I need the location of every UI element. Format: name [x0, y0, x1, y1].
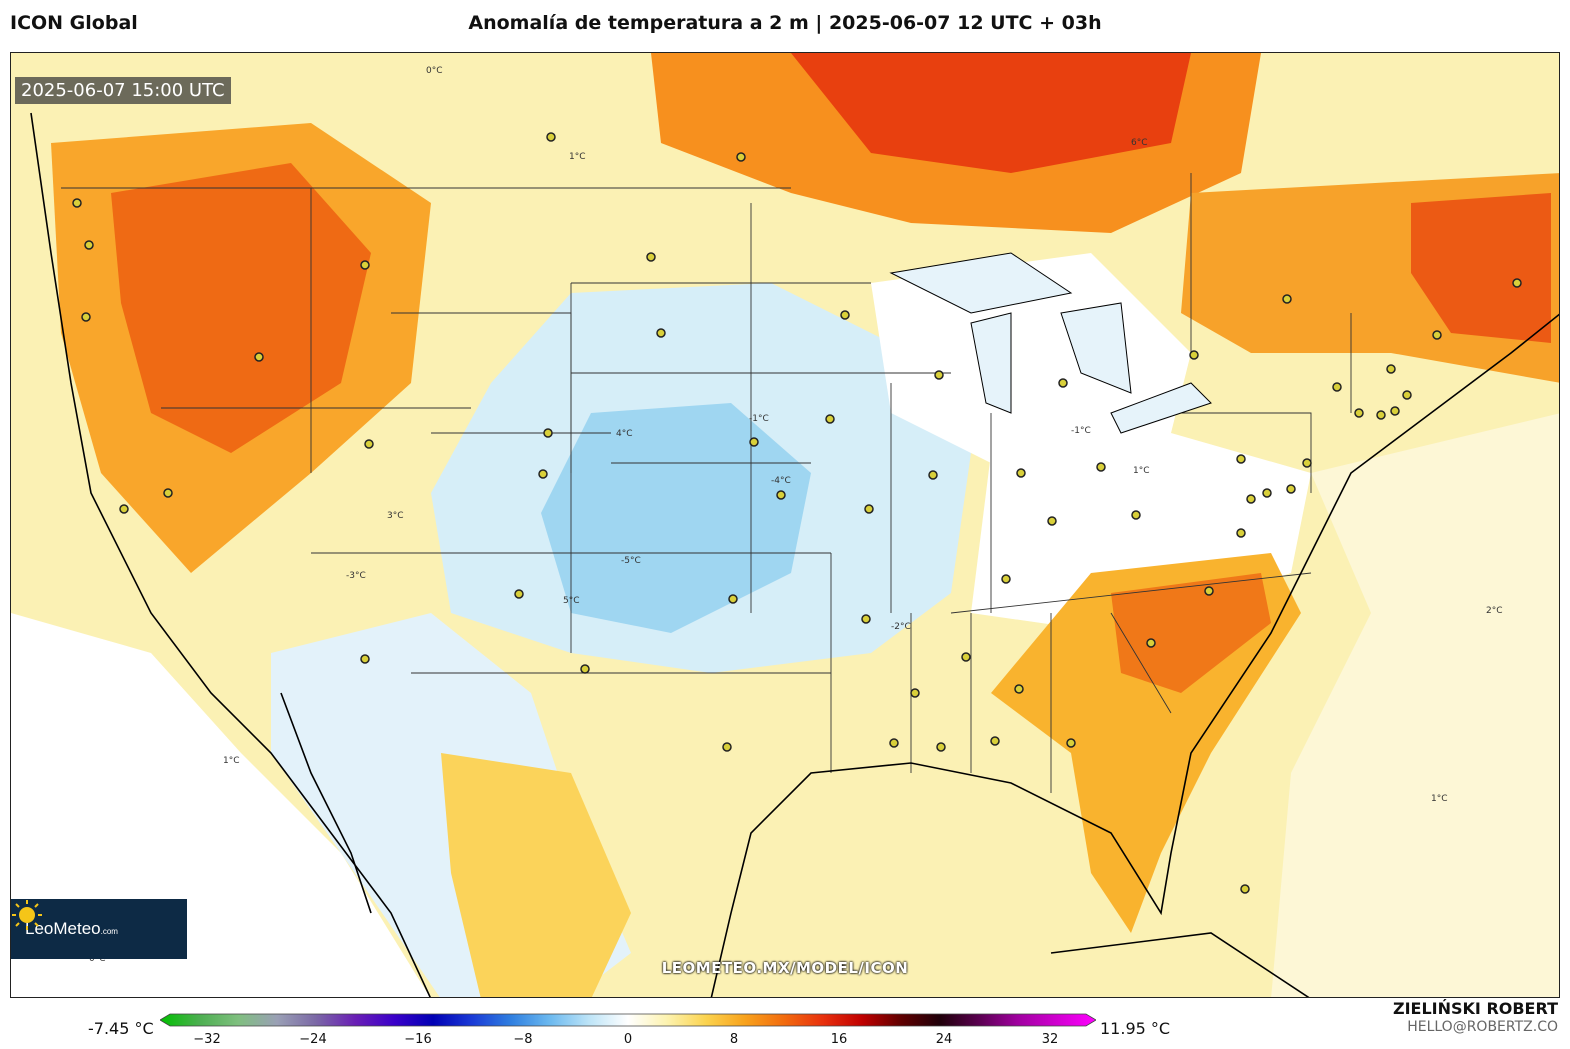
colorbar-ticks: −32 −24 −16 −8 0 8 16 24 32 [0, 1032, 1570, 1048]
contour-label: -4°C [771, 476, 791, 486]
colorbar [160, 1013, 1096, 1027]
colorbar-tick: 24 [935, 1032, 953, 1047]
contour-label: 3°C [387, 511, 404, 521]
colorbar-tick: −24 [299, 1032, 327, 1047]
contour-label: 6°C [1131, 138, 1148, 148]
gulf-mexico-region [691, 773, 1151, 997]
colorbar-tick: −16 [404, 1032, 432, 1047]
colorbar-max-label: 11.95 °C [1100, 1019, 1171, 1038]
contour-label: 2°C [1486, 606, 1503, 616]
source-watermark: LEOMETEO.MX/MODEL/ICON [661, 959, 909, 977]
colorbar-tick: 16 [830, 1032, 848, 1047]
author-name: ZIELIŃSKI ROBERT [1392, 999, 1558, 1018]
contour-label: -1°C [749, 414, 769, 424]
logo-text: LeoMeteo.com [25, 919, 118, 938]
colorbar-tick: 32 [1041, 1032, 1059, 1047]
contour-label: -1°C [1071, 426, 1091, 436]
contour-label: 5°C [563, 596, 580, 606]
sun-icon [12, 900, 42, 930]
contour-label: -2°C [891, 622, 911, 632]
model-name: ICON Global [10, 12, 138, 34]
contour-label: -3°C [346, 571, 366, 581]
colorbar-tick: −8 [513, 1032, 533, 1047]
valid-time-label: 2025-06-07 15:00 UTC [15, 77, 231, 104]
leometeo-logo: LeoMeteo.com [11, 899, 187, 959]
map-title: Anomalía de temperatura a 2 m | 2025-06-… [468, 12, 1102, 34]
carolinas-hot-core [1111, 573, 1271, 693]
author-email[interactable]: HELLO@ROBERTZ.CO [1407, 1019, 1558, 1035]
contour-label: 4°C [616, 429, 633, 439]
contour-labels: 0°C 1°C -1°C 2°C 3°C 4°C 5°C 6°C -2°C -3… [89, 66, 1503, 964]
city-markers [72, 132, 1522, 894]
contour-label: -5°C [621, 556, 641, 566]
contour-label: 0°C [426, 66, 443, 76]
canada-hot-core [791, 53, 1191, 173]
pacific-northwest-hot-core [111, 163, 371, 453]
contour-label: 0°C [89, 954, 106, 964]
northeast-hot-core [1411, 193, 1551, 343]
contour-label: 1°C [1133, 466, 1150, 476]
coastlines [30, 112, 1559, 997]
contour-label: 1°C [569, 152, 586, 162]
temperature-anomaly-map: 0°C 1°C -1°C 2°C 3°C 4°C 5°C 6°C -2°C -3… [11, 53, 1559, 997]
great-lakes [889, 252, 1212, 434]
central-cool-core [541, 403, 811, 633]
contour-label: 1°C [1431, 794, 1448, 804]
contour-label: 1°C [223, 756, 240, 766]
colorbar-tick: 0 [623, 1032, 633, 1047]
colorbar-tick: −32 [193, 1032, 221, 1047]
colorbar-min-label: -7.45 °C [88, 1019, 154, 1038]
state-borders [61, 173, 1352, 793]
mexico-warm-region [441, 753, 631, 997]
map-area[interactable]: 0°C 1°C -1°C 2°C 3°C 4°C 5°C 6°C -2°C -3… [10, 52, 1560, 998]
colorbar-tick: 8 [729, 1032, 739, 1047]
atlantic-neutral-region [1271, 413, 1559, 997]
